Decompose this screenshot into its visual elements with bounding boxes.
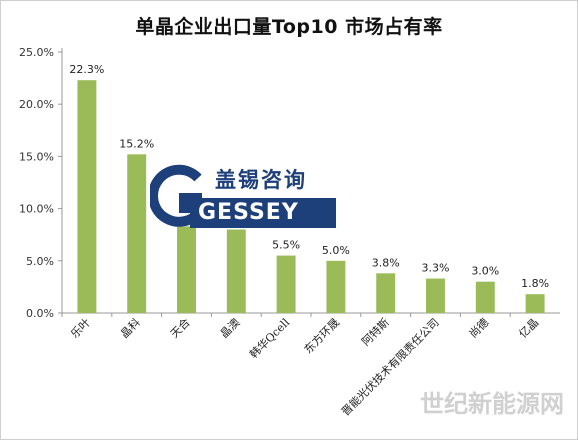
- bar-value-label: 3.3%: [422, 262, 450, 275]
- gessey-logo: 盖锡咨询 GESSEY: [150, 162, 340, 234]
- bar: [177, 226, 196, 313]
- x-category-label: 阿特斯: [359, 315, 392, 348]
- logo-chinese-text: 盖锡咨询: [215, 168, 307, 192]
- bar: [475, 281, 495, 313]
- bar: [226, 229, 246, 313]
- x-category-label: 晶科: [117, 315, 142, 340]
- bar-value-label: 3.0%: [471, 265, 499, 278]
- x-category-label: 尚德: [466, 315, 491, 340]
- bar: [276, 255, 296, 313]
- logo-bar: [190, 198, 336, 228]
- source-watermark: 世纪新能源网: [420, 390, 564, 418]
- x-category-label: 晶澳: [218, 316, 243, 341]
- bar-value-label: 22.3%: [69, 63, 104, 76]
- bar-value-label: 3.8%: [372, 256, 400, 269]
- y-tick-label: 0.0%: [26, 307, 54, 320]
- bar: [77, 80, 97, 313]
- bar-value-label: 5.0%: [322, 244, 350, 257]
- y-tick-label: 25.0%: [19, 46, 54, 59]
- y-tick-label: 20.0%: [19, 98, 54, 111]
- bar-value-label: 1.8%: [521, 277, 549, 290]
- x-category-label: 乐叶: [68, 316, 93, 341]
- bar-value-label: 15.2%: [119, 137, 154, 150]
- x-category-label: 天合: [167, 315, 192, 340]
- y-tick-label: 15.0%: [19, 150, 54, 163]
- y-tick-label: 5.0%: [26, 255, 54, 268]
- x-category-label: 韩华Qcell: [246, 315, 292, 361]
- bar-value-label: 5.5%: [272, 239, 300, 252]
- bar: [525, 294, 545, 313]
- bar: [376, 273, 396, 313]
- bar: [426, 278, 445, 313]
- logo-english-text: GESSEY: [198, 200, 299, 225]
- x-category-label: 东方环晟: [301, 315, 342, 356]
- bar: [127, 154, 147, 313]
- y-tick-label: 10.0%: [19, 203, 54, 216]
- chart-title: 单晶企业出口量Top10 市场占有率: [135, 16, 443, 38]
- x-category-label: 亿晶: [516, 316, 541, 341]
- bar: [326, 260, 346, 313]
